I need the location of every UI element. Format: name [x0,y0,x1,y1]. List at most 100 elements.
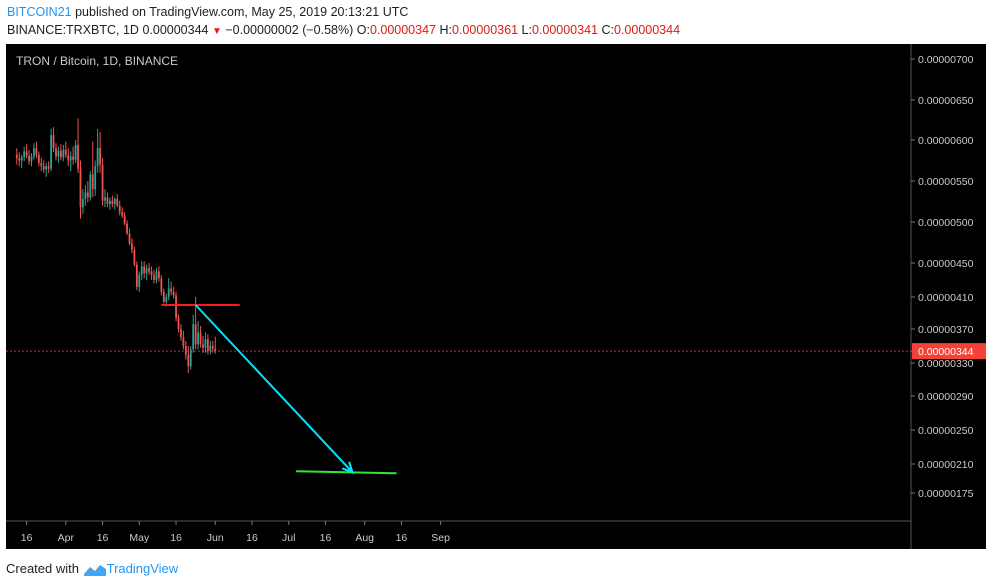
candle-body [165,297,168,302]
candle [150,266,153,280]
candle [121,207,124,218]
candle-body [209,346,212,352]
tradingview-brand[interactable]: TradingView [106,561,179,576]
candle [172,286,175,299]
candle-body [42,166,45,170]
candle [162,288,165,304]
candle [18,152,21,167]
candle-body [113,199,116,204]
candle [60,144,62,161]
candle-body [211,346,214,349]
candle-body [145,268,148,274]
candle-body [84,192,87,200]
target-line[interactable] [296,470,397,475]
candle-body [204,339,207,348]
candle-body [35,148,38,155]
candle-body [15,154,18,159]
candle-body [64,149,67,155]
candle [197,321,199,350]
last-price-tag [912,343,986,360]
y-tick-label: 0.00000650 [918,95,974,107]
candle-body [155,271,158,280]
candle-body [47,166,50,169]
x-tick-label: Jun [207,532,224,544]
candle [111,195,114,208]
y-tick-label: 0.00000500 [918,217,974,229]
candle-body [50,135,52,169]
candle [118,200,121,216]
low-label: L: [521,23,532,37]
candle-body [23,151,26,158]
candle-body [118,205,121,213]
candle [57,146,60,163]
footer: Created with TradingView [6,561,178,577]
candle [82,189,84,214]
candle-body [82,199,84,208]
candle-body [101,164,104,201]
candle-body [28,155,30,162]
candle [116,194,119,208]
open-label: O: [356,23,370,37]
candle [177,314,180,333]
candle-body [60,150,62,158]
x-tick-label: Jul [282,532,295,544]
candle-body [91,174,94,190]
candle-body [189,349,192,367]
y-tick-label: 0.00000370 [918,324,974,336]
candle [131,238,133,254]
candle [158,266,160,282]
candle-body [160,278,163,292]
candle [104,189,106,208]
candle [170,281,173,296]
candle-body [194,324,197,345]
candle-body [128,233,131,244]
candle [126,220,128,236]
candle [123,212,126,226]
candle-body [175,295,177,318]
candle-body [158,271,160,279]
candle [189,346,192,370]
y-tick-label: 0.00000210 [918,459,974,471]
candle-body [72,156,75,160]
created-with-text: Created with [6,561,79,576]
candle [99,132,101,173]
open-value: 0.00000347 [369,23,436,37]
y-tick-label: 0.00000290 [918,391,974,403]
candle-body [214,348,217,352]
candle-body [96,148,99,167]
candle-body [131,243,133,250]
candle [20,154,23,168]
candle-body [55,148,57,157]
candle [86,181,89,203]
candle [204,332,207,353]
candle [143,261,146,279]
x-tick-label: Sep [431,532,450,544]
x-tick-label: 16 [170,532,182,544]
candle-body [37,154,40,163]
author-link[interactable]: BITCOIN21 [7,5,72,19]
tradingview-logo-icon [83,564,106,576]
y-tick-label: 0.00000450 [918,258,974,270]
candle-body [89,174,92,198]
candle [23,146,26,162]
candle-body [57,150,60,157]
candle [25,144,28,159]
candle-body [177,317,180,329]
close-label: C: [601,23,614,37]
candle [175,291,177,321]
high-value: 0.00000361 [451,23,519,37]
candle-body [79,168,82,208]
y-tick-label: 0.00000175 [918,488,974,500]
candle [187,346,190,373]
x-tick-label: Apr [58,532,75,544]
close-value: 0.00000344 [613,23,681,37]
projection-arrow[interactable] [194,304,354,473]
x-tick-label: 16 [97,532,109,544]
candle-body [106,197,109,204]
candle-body [192,324,195,350]
candle-body [126,223,128,234]
candle [55,143,57,161]
candle [69,151,72,172]
x-tick-label: May [129,532,150,544]
